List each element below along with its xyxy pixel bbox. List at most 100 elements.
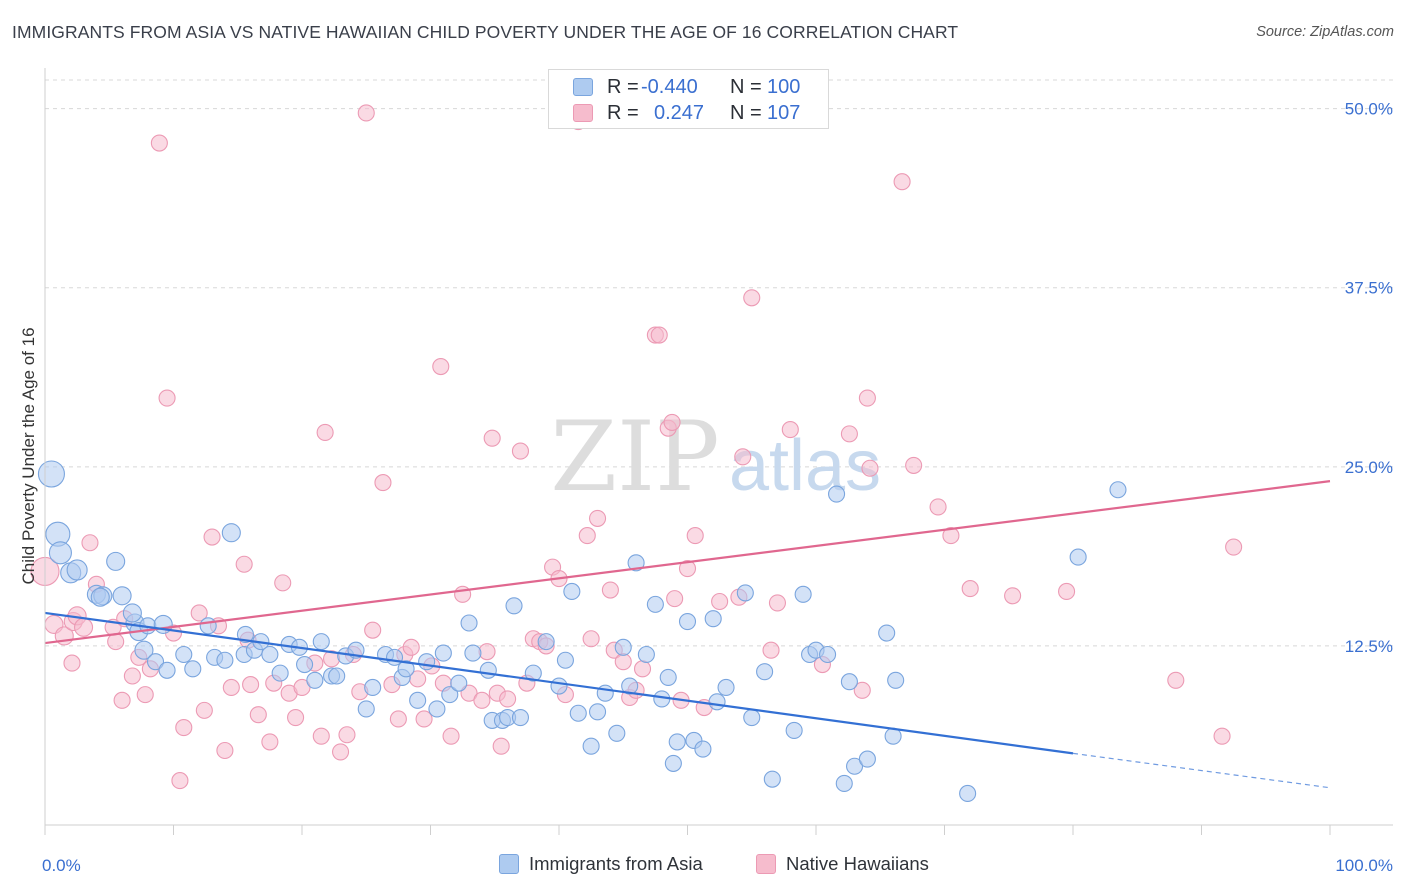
native-hawaiians-point [293,678,311,697]
immigrants-asia-point [835,774,853,793]
immigrants-asia-point [708,693,726,711]
immigrants-asia-point [134,640,154,660]
immigrants-asia-point [296,655,314,674]
immigrants-asia-point [668,733,686,751]
immigrants-asia-point [743,708,761,727]
immigrants-asia-point [364,678,382,697]
native-hawaiians-point [478,643,496,661]
immigrants-asia-point [959,784,977,803]
immigrants-asia-point [90,587,110,607]
x-tick-label: 100.0% [1335,856,1393,875]
native-hawaiians-point [357,104,375,122]
legend-n-label: N = [730,75,762,98]
native-hawaiians-point [460,684,478,702]
immigrants-asia-point [887,671,905,689]
legend-swatch-blue [573,78,593,96]
correlation-legend: R = -0.440 N = 100 R = 0.247 N = 107 [548,69,829,129]
bottom-legend-hawaiian: Native Hawaiians [756,852,929,876]
native-hawaiians-point [511,442,530,460]
immigrants-asia-point [37,460,65,488]
immigrants-asia-point [106,551,126,571]
immigrants-asia-point [845,757,864,775]
immigrants-asia-point [858,750,876,768]
legend-label-hawaiian: Native Hawaiians [786,853,929,874]
y-tick-label: 12.5% [1345,637,1393,656]
native-hawaiians-point [312,727,330,745]
native-hawaiians-point [650,326,668,344]
native-hawaiians-point [338,726,356,744]
native-hawaiians-point [195,701,213,719]
immigrants-asia-point [537,633,555,651]
native-hawaiians-point [442,727,460,745]
immigrants-asia-point [328,667,346,685]
immigrants-asia-point [664,754,682,772]
native-hawaiians-point [287,708,305,727]
y-tick-label: 50.0% [1345,100,1393,119]
immigrants-asia-point [184,660,202,678]
native-hawaiians-point [63,654,81,672]
native-hawaiians-point [483,429,501,447]
bottom-legend-asia: Immigrants from Asia [499,852,703,876]
immigrants-asia-point [158,661,176,679]
native-hawaiians-point [432,357,450,376]
legend-swatch-pink [573,104,593,122]
native-hawaiians-point [614,653,632,671]
immigrants-asia-point [450,674,468,692]
immigrants-asia-point [261,645,279,664]
native-hawaiians-point [171,772,189,790]
native-hawaiians-point [929,498,947,516]
immigrants-asia-point [785,721,803,739]
immigrants-asia-point [312,633,330,651]
native-hawaiians-point [666,590,684,608]
legend-r-value: -0.440 [641,75,698,98]
native-hawaiians-point [249,706,267,724]
native-hawaiians-point [222,678,240,697]
immigrants-asia-point [556,651,574,669]
immigrants-asia-point [582,737,600,755]
immigrants-asia-point [236,625,255,644]
immigrants-asia-point [608,724,626,742]
native-hawaiians-point [861,459,879,477]
immigrants-asia-point [434,644,452,662]
native-hawaiians-point [473,691,491,709]
immigrants-asia-point [271,664,289,682]
native-hawaiians-point [235,555,253,573]
legend-r-label: R = [607,75,639,98]
immigrants-asia-point [569,704,587,722]
y-tick-label: 37.5% [1345,279,1393,298]
native-hawaiians-point [1225,538,1243,556]
native-hawaiians-point [734,448,752,466]
legend-row-hawaiian: R = 0.247 N = 107 [549,100,828,126]
immigrants-asia-point [596,684,614,702]
native-hawaiians-point [203,528,221,546]
native-hawaiians-point [175,719,193,737]
native-hawaiians-point [136,686,154,704]
immigrants-asia-point [357,700,375,718]
immigrants-asia-point [659,668,677,686]
immigrants-asia-point [614,638,632,656]
native-hawaiians-point [274,574,292,592]
native-hawaiians-point [261,733,279,751]
native-hawaiians-point [633,660,652,678]
immigrants-asia-point [199,617,217,635]
immigrants-asia-point [441,686,459,704]
immigrants-asia-point [550,677,568,695]
native-hawaiians-point [216,741,234,760]
immigrants-asia-point [175,645,193,664]
native-hawaiians-point [678,559,697,578]
trend-lines [44,480,1331,789]
immigrants-asia-point [756,663,774,681]
native-hawaiians-point [1004,587,1022,605]
native-hawaiians-point [686,527,704,545]
immigrants-asia-point [1069,548,1087,566]
immigrants-asia-point [627,554,645,572]
native-hawaiians-point [150,134,168,152]
immigrants-asia-points [37,460,1127,803]
immigrants-asia-point [397,660,415,678]
native-hawaiians-point [663,413,681,431]
native-hawaiians-point [364,621,382,639]
legend-row-asia: R = -0.440 N = 100 [549,74,828,100]
immigrants-asia-point [694,740,712,758]
chart-title: IMMIGRANTS FROM ASIA VS NATIVE HAWAIIAN … [12,22,959,42]
